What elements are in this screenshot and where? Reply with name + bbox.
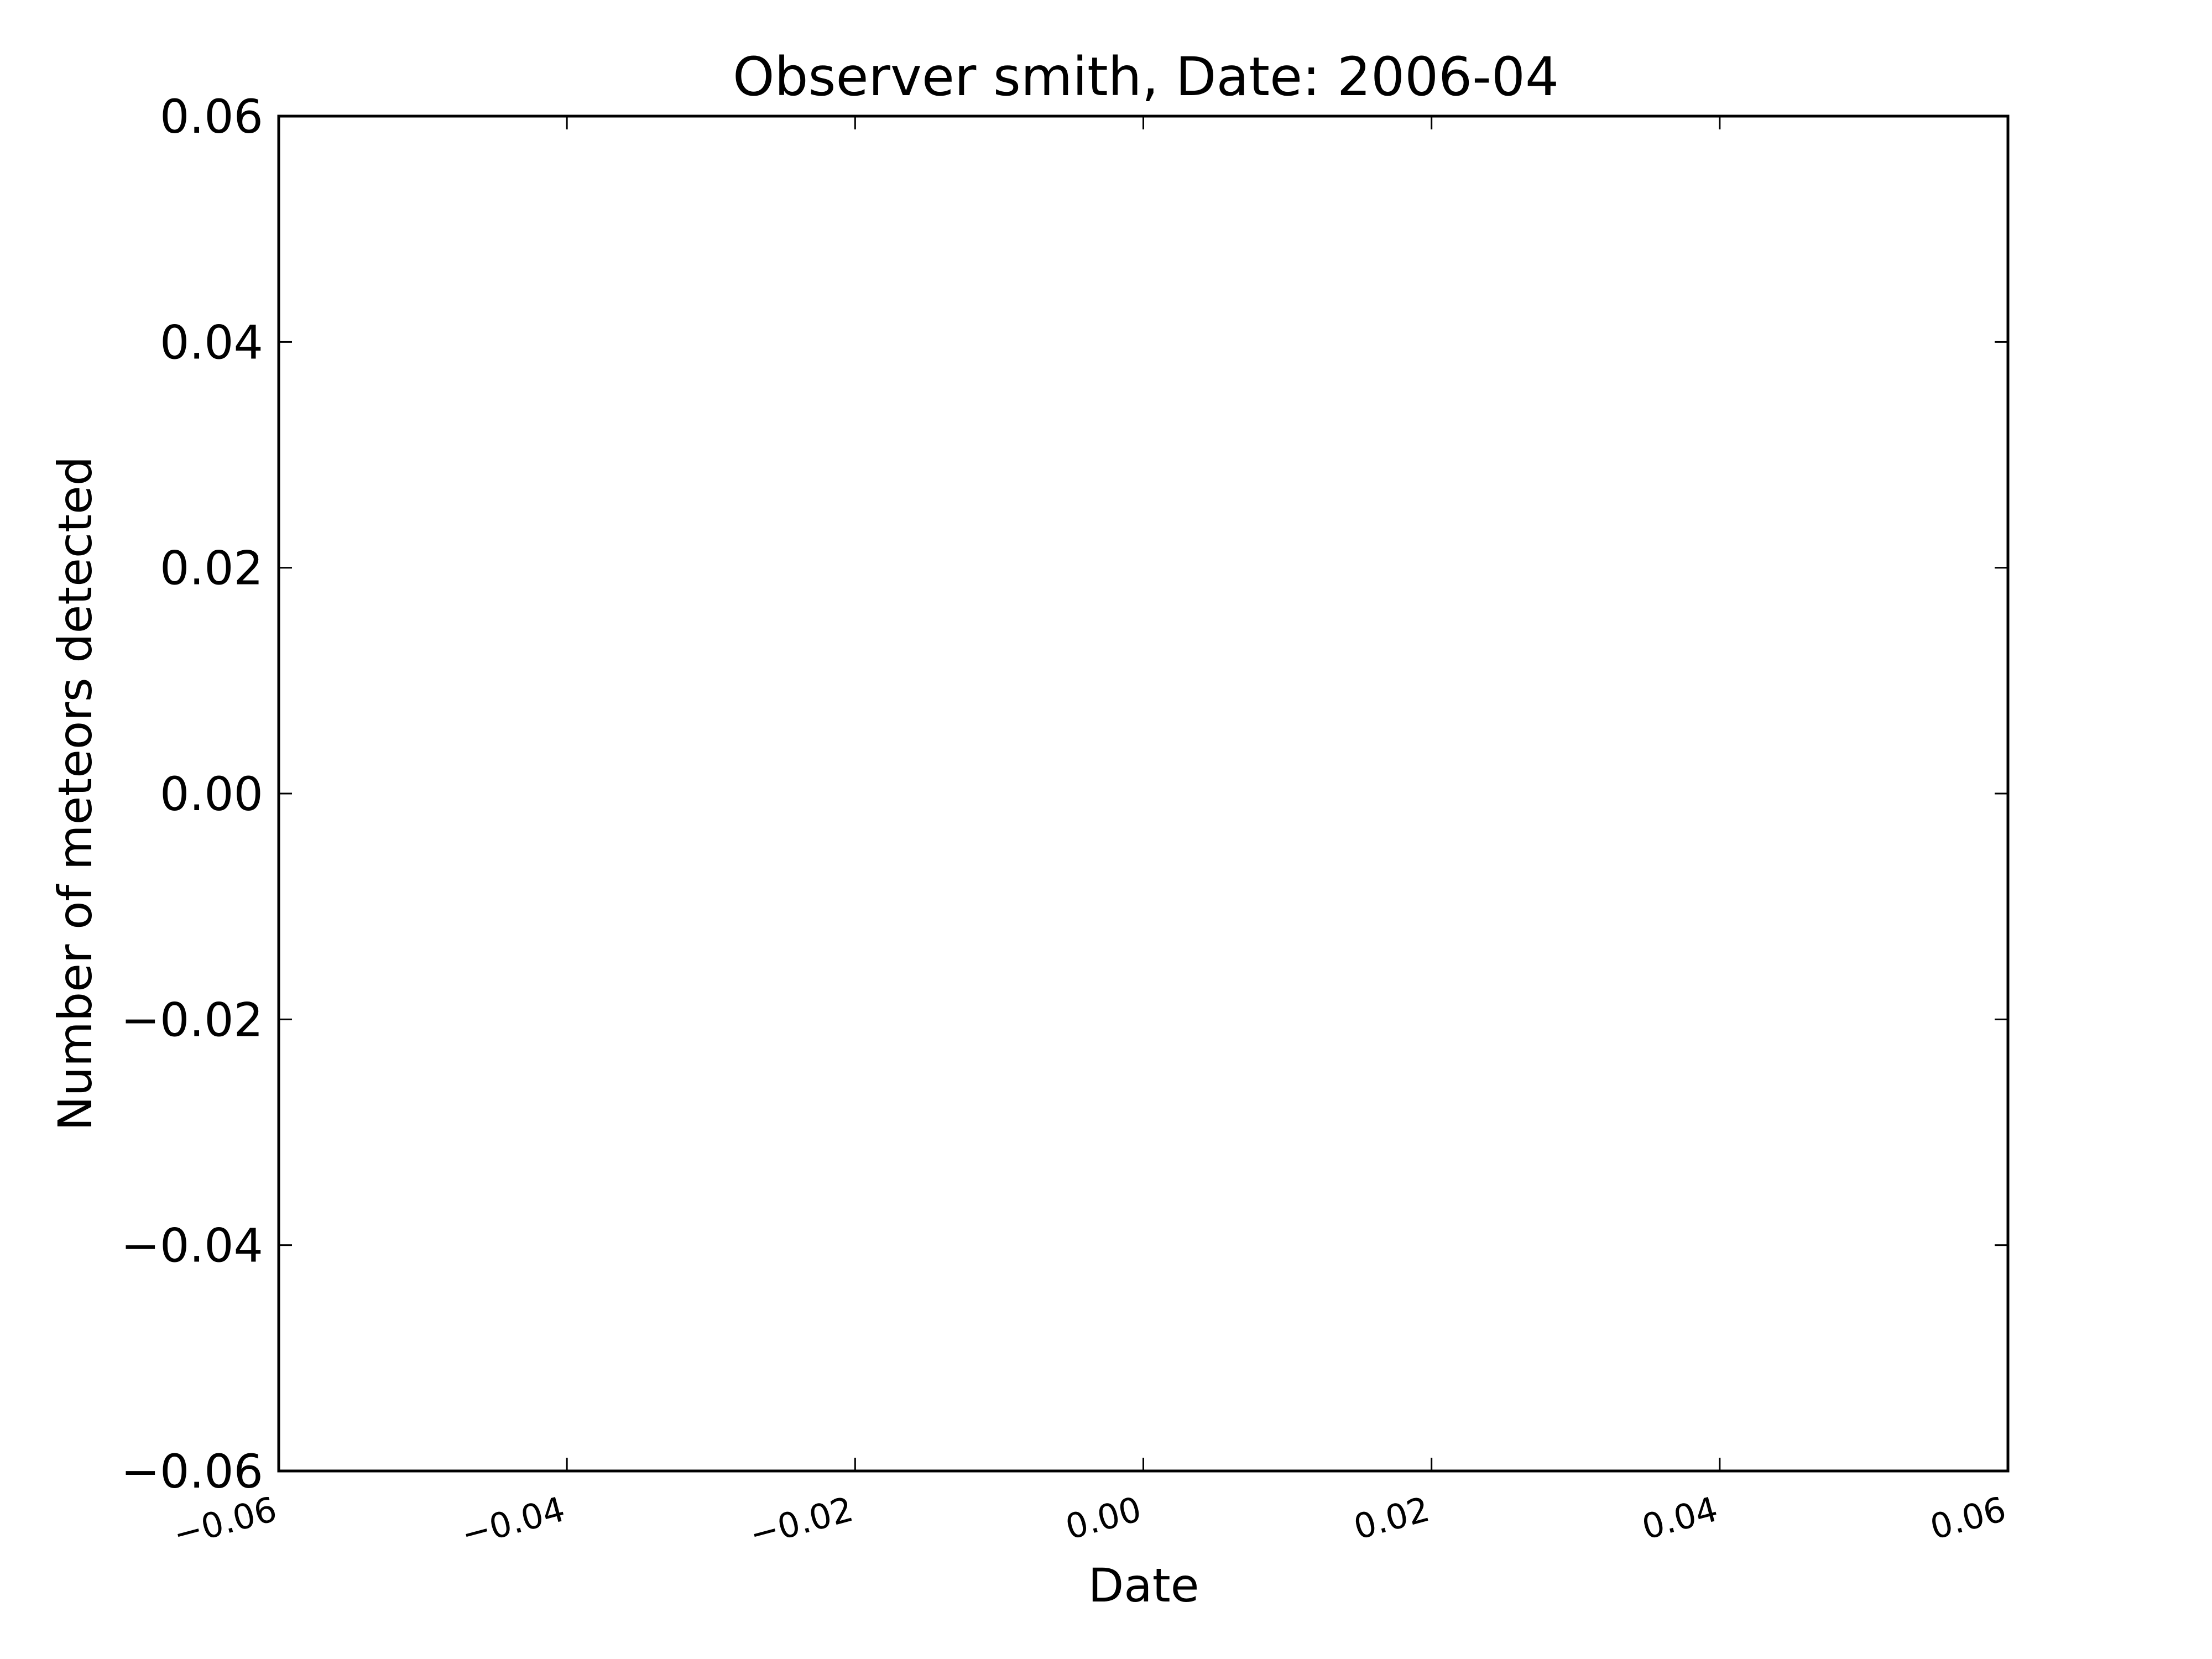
x-axis-label: Date bbox=[1088, 1558, 1199, 1613]
y-tick-label: 0.04 bbox=[160, 315, 263, 369]
y-tick-labels: 0.06 0.04 0.02 0.00 −0.02 −0.04 −0.06 bbox=[121, 90, 263, 1499]
x-tick-label: −0.04 bbox=[457, 1489, 569, 1555]
x-tick-labels: −0.06 −0.04 −0.02 0.00 0.02 0.04 0.06 bbox=[169, 1489, 2010, 1555]
x-tick-label: 0.02 bbox=[1349, 1489, 1433, 1547]
plot-frame bbox=[277, 114, 2010, 1473]
chart-title: Observer smith, Date: 2006-04 bbox=[733, 46, 1559, 108]
y-tick-label: −0.02 bbox=[121, 993, 263, 1047]
y-tick-label: 0.02 bbox=[160, 541, 263, 596]
x-tick-label: 0.00 bbox=[1061, 1489, 1145, 1547]
y-axis-label: Number of meteors detected bbox=[48, 456, 102, 1131]
y-tick-label: 0.00 bbox=[160, 767, 263, 821]
y-tick-label: 0.06 bbox=[160, 90, 263, 144]
x-tick-label: 0.06 bbox=[1926, 1489, 2010, 1547]
y-tick-label: −0.06 bbox=[121, 1444, 263, 1499]
x-tick-label: 0.04 bbox=[1637, 1489, 1721, 1547]
tick-marks bbox=[278, 115, 2009, 1472]
x-tick-label: −0.02 bbox=[745, 1489, 857, 1555]
y-tick-label: −0.04 bbox=[121, 1219, 263, 1273]
